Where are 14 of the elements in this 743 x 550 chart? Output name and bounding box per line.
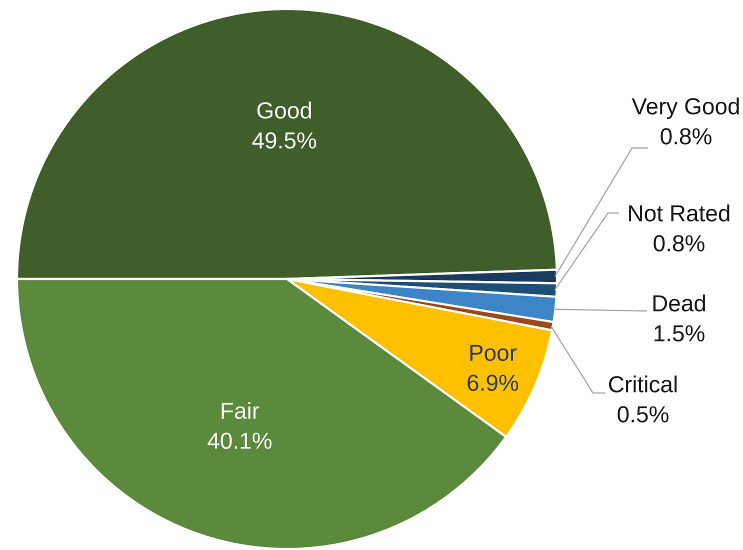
data-label: 6.9% [468, 374, 518, 391]
data-label: 0.5% [618, 406, 668, 422]
data-label: 0.8% [660, 128, 712, 144]
slice-label: Poor [470, 344, 517, 361]
slice-label: Fair [222, 402, 260, 419]
slice-label: Critical [609, 376, 677, 392]
slice-label: Good [257, 102, 311, 119]
data-label: 1.5% [654, 325, 704, 342]
data-label: 0.8% [654, 235, 704, 252]
slice-label: Not Rated [629, 204, 730, 222]
data-label: 40.1% [208, 432, 272, 449]
slice-label: Very Good [632, 98, 739, 119]
data-label: 49.5% [252, 132, 316, 149]
slice-label: Dead [653, 294, 706, 312]
